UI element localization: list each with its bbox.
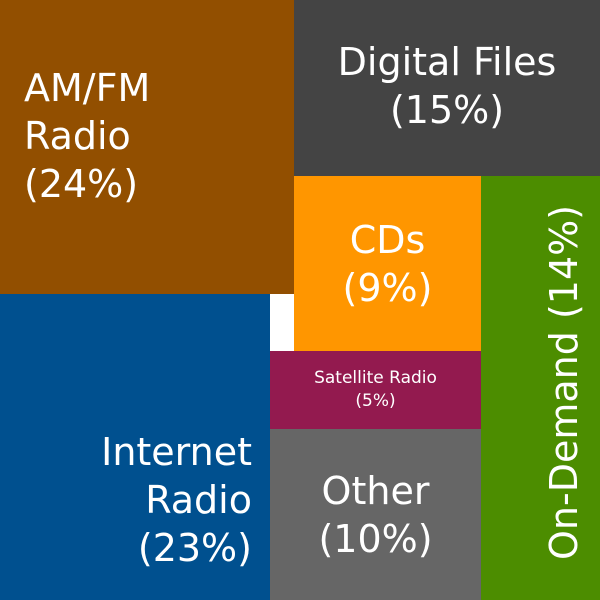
tile-label-line: On-Demand (542, 331, 586, 560)
tile-value-label: (24%) (24, 162, 139, 206)
tile-internet-radio: Internet Radio (23%) (0, 294, 270, 600)
tile-on-demand: On-Demand (14%) (481, 176, 600, 600)
tile-am-fm-radio: AM/FM Radio (24%) (0, 0, 294, 294)
tile-label-line: Satellite Radio (314, 368, 437, 388)
tile-value-label: (10%) (318, 516, 433, 561)
tile-rotated-label: On-Demand (14%) (540, 205, 588, 560)
tile-digital-files: Digital Files (15%) (294, 0, 600, 176)
tile-satellite-radio: Satellite Radio (5%) (270, 351, 481, 429)
tile-label-line: Other (321, 468, 430, 513)
tile-value-label: (5%) (355, 391, 396, 411)
tile-value-label: (14%) (542, 204, 586, 320)
tile-label-line: CDs (349, 217, 426, 262)
tile-label-line: Digital Files (337, 40, 557, 84)
tile-value-label: (9%) (342, 265, 433, 310)
tile-label-line: Radio (145, 478, 252, 522)
tile-value-label: (23%) (137, 526, 252, 570)
tile-label-line: AM/FM (24, 66, 151, 110)
tile-cds: CDs (9%) (294, 176, 481, 351)
tile-label-line: Radio (24, 114, 131, 158)
tile-other: Other (10%) (270, 429, 481, 600)
tile-value-label: (15%) (389, 88, 505, 132)
tile-label-line: Internet (101, 430, 252, 474)
